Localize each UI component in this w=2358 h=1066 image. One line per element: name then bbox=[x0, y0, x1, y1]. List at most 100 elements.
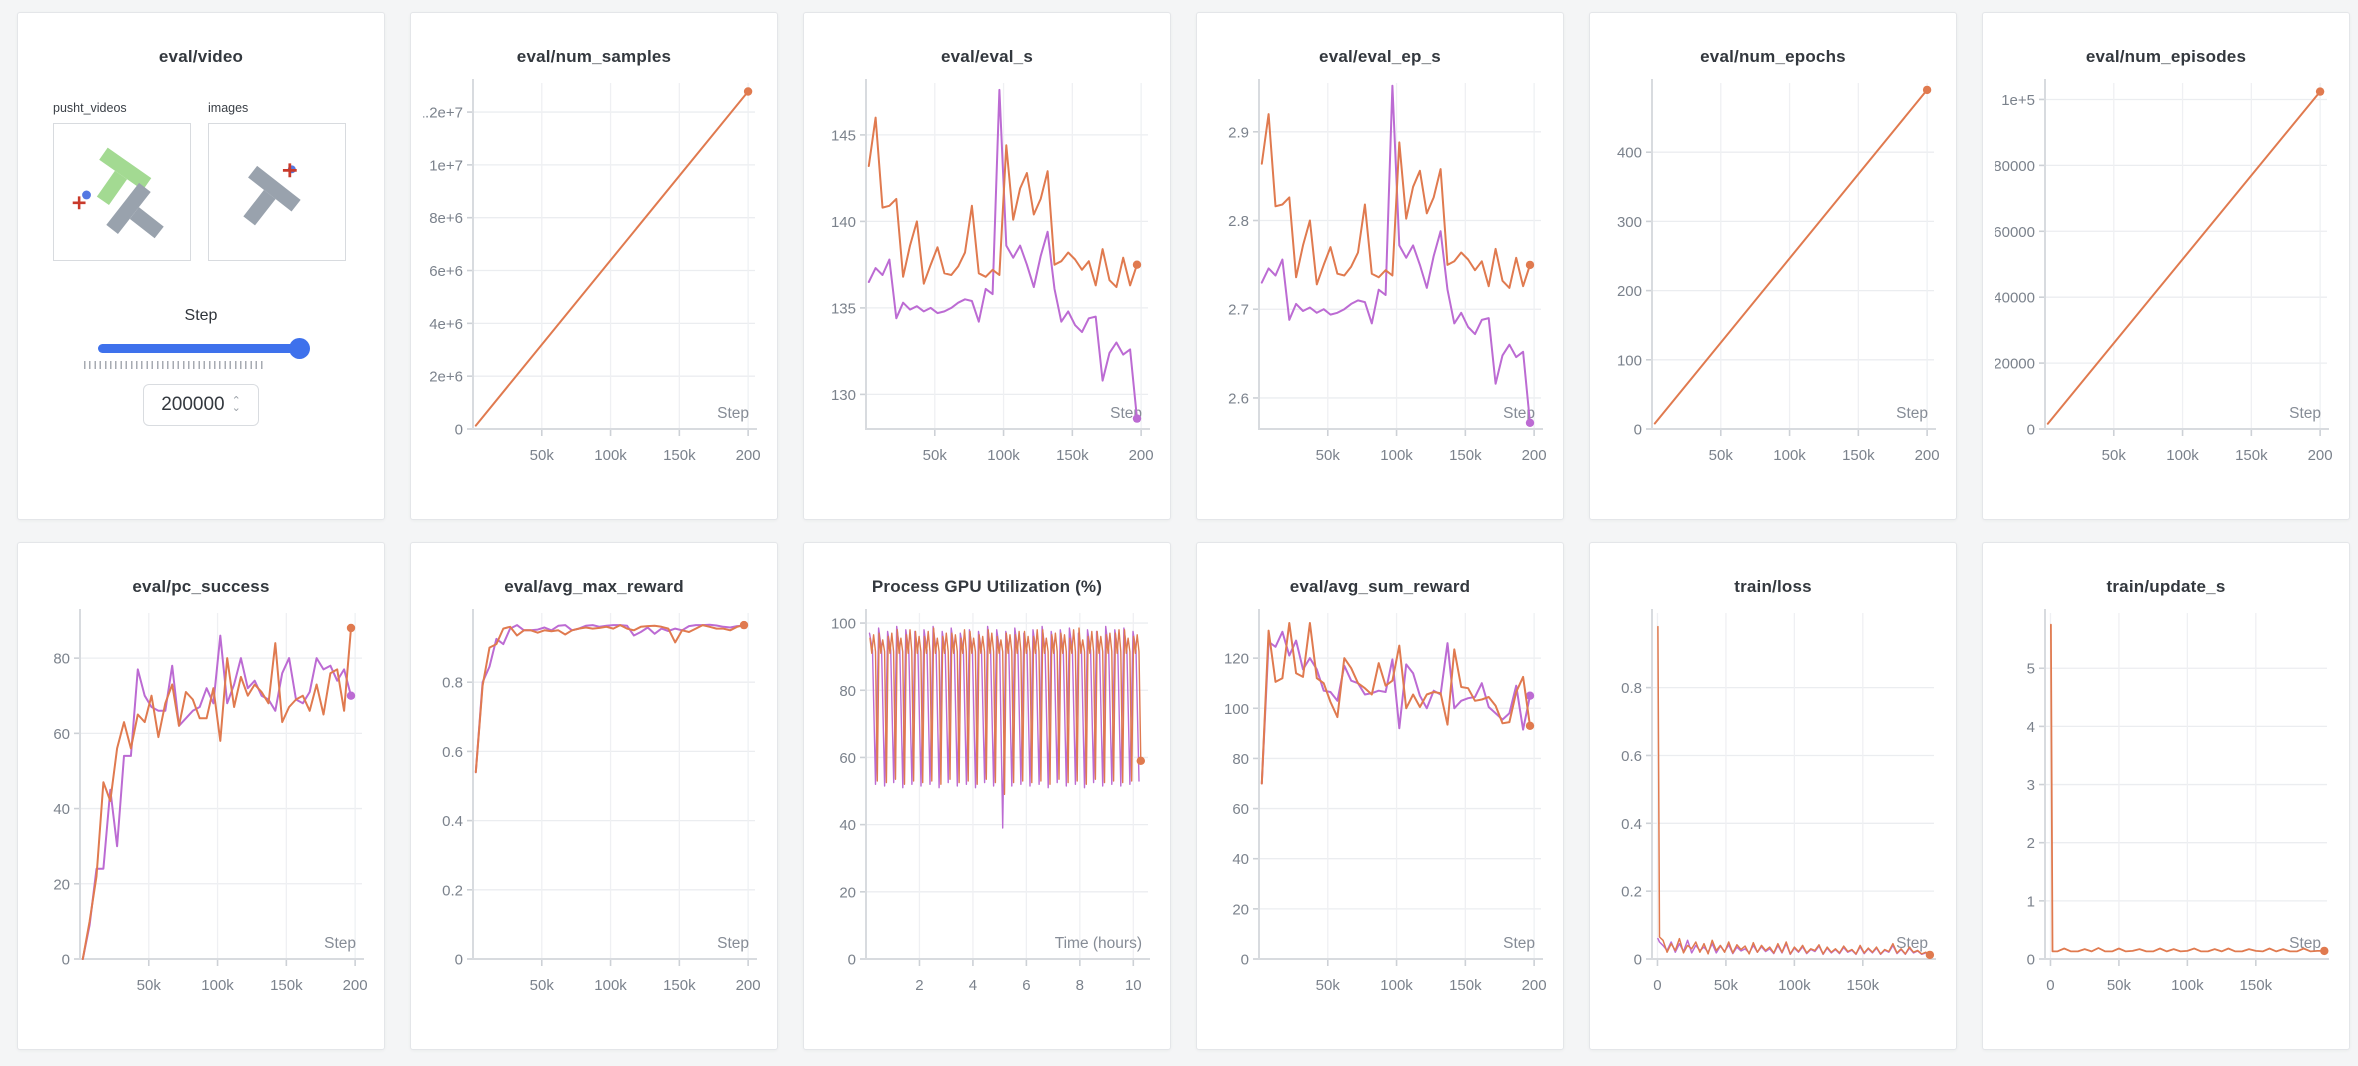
x-tick-label: 2 bbox=[915, 977, 923, 994]
x-tick-label: 100k bbox=[594, 977, 627, 994]
chart-canvas[interactable]: 0 0.2 0.4 0.6 0.8 50k 100k 150k 200 Step bbox=[423, 605, 767, 1023]
x-tick-label: 50k bbox=[1709, 447, 1734, 464]
image-thumbnail[interactable] bbox=[208, 123, 346, 261]
y-tick-label: 0 bbox=[62, 952, 70, 969]
thumb-label: images bbox=[208, 101, 249, 115]
x-axis-label: Step bbox=[1896, 935, 1928, 952]
y-tick-label: 40 bbox=[1232, 851, 1249, 868]
y-tick-label: 0 bbox=[2027, 422, 2035, 439]
panel-train-loss: train/loss 0 0.2 0.4 0.6 0.8 0 50k 100k 150k Step bbox=[1589, 542, 1957, 1050]
series-line-orange-run bbox=[1653, 88, 1929, 425]
series-line-orange-run bbox=[2046, 90, 2322, 425]
y-tick-label: 0 bbox=[2027, 952, 2035, 969]
series-line-orange-run bbox=[1260, 622, 1531, 785]
video-thumbnail[interactable] bbox=[53, 123, 191, 261]
x-tick-label: 0 bbox=[1653, 977, 1661, 994]
chart-canvas[interactable]: 0 20 40 60 80 100 2 4 6 8 10 Time (hours) bbox=[816, 605, 1160, 1023]
y-tick-label: 40000 bbox=[1995, 290, 2035, 307]
x-tick-label: 100k bbox=[2166, 447, 2199, 464]
panel-title: eval/eval_s bbox=[940, 47, 1033, 66]
y-tick-label: 80000 bbox=[1995, 158, 2035, 175]
panel-eval-num-samples: eval/num_samples 0 2e+6 4e+6 6e+6 8e+6 1e+7 1.… bbox=[410, 12, 778, 520]
step-slider[interactable] bbox=[98, 338, 310, 359]
series-line-orange-run bbox=[869, 627, 1142, 796]
chart-canvas[interactable]: 0 0.2 0.4 0.6 0.8 0 50k 100k 150k Step bbox=[1602, 605, 1946, 1023]
y-tick-label: 0.4 bbox=[442, 813, 463, 830]
y-tick-label: 120 bbox=[1224, 651, 1249, 668]
y-tick-label: 130 bbox=[831, 387, 856, 404]
x-tick-label: 50k bbox=[137, 977, 162, 994]
panel-title: eval/avg_max_reward bbox=[504, 577, 684, 596]
y-tick-label: 4 bbox=[2027, 719, 2035, 736]
chart-canvas[interactable]: 0 100 200 300 400 50k 100k 150k 200 Step bbox=[1602, 75, 1946, 493]
y-tick-label: 40 bbox=[839, 817, 856, 834]
y-tick-label: 20 bbox=[1232, 901, 1249, 918]
series-line-purple-run bbox=[1260, 84, 1531, 424]
step-value[interactable]: 200000 bbox=[161, 394, 225, 415]
series-end-dot-orange-run bbox=[346, 623, 356, 633]
agent-dot bbox=[82, 190, 91, 200]
x-tick-label: 150k bbox=[270, 977, 303, 994]
step-value-input[interactable]: 200000 ⌃ ⌄ bbox=[143, 384, 259, 426]
x-tick-label: 150k bbox=[2240, 977, 2273, 994]
slider-track[interactable] bbox=[98, 344, 304, 353]
x-axis-label: Step bbox=[2289, 405, 2321, 422]
panel-eval-num-episodes: eval/num_episodes 0 20000 40000 60000 80000 1… bbox=[1982, 12, 2350, 520]
y-tick-label: 1e+5 bbox=[2001, 92, 2035, 109]
y-tick-label: 2.8 bbox=[1228, 213, 1249, 230]
panel-title: eval/video bbox=[158, 47, 244, 66]
x-tick-label: 150k bbox=[1842, 447, 1875, 464]
panel-eval-avg-sum-reward: eval/avg_sum_reward 0 20 40 60 80 100 120 50k 10… bbox=[1196, 542, 1564, 1050]
media-thumb-images: images bbox=[208, 101, 346, 261]
chart-canvas[interactable]: 2.6 2.7 2.8 2.9 50k 100k 150k 200 Step bbox=[1209, 75, 1553, 493]
stepper-arrows[interactable]: ⌃ ⌄ bbox=[231, 395, 241, 414]
y-tick-label: 2e+6 bbox=[429, 369, 463, 386]
y-tick-label: 6e+6 bbox=[429, 263, 463, 280]
slider-handle[interactable] bbox=[289, 338, 310, 359]
panel-eval-avg-max-reward: eval/avg_max_reward 0 0.2 0.4 0.6 0.8 50k 100k… bbox=[410, 542, 778, 1050]
y-tick-label: 1 bbox=[2027, 893, 2035, 910]
x-tick-label: 100k bbox=[1773, 447, 1806, 464]
x-axis-label: Time (hours) bbox=[1055, 935, 1142, 952]
series-line-orange-run bbox=[81, 627, 352, 960]
block-t-shape bbox=[106, 182, 164, 239]
goal-t-shape bbox=[96, 147, 152, 206]
y-tick-label: 2.9 bbox=[1228, 124, 1249, 141]
chart-canvas[interactable]: 0 20 40 60 80 100 120 50k 100k 150k 200 Step bbox=[1209, 605, 1553, 1023]
x-tick-label: 50k bbox=[530, 447, 555, 464]
step-up-icon[interactable]: ⌃ bbox=[231, 395, 241, 407]
step-slider-label: Step bbox=[184, 307, 218, 324]
x-tick-label: 50k bbox=[1316, 447, 1341, 464]
y-tick-label: 0.2 bbox=[1621, 884, 1642, 901]
panel-eval-pc-success: eval/pc_success 0 20 40 60 80 50k 100k 150k 200 S… bbox=[17, 542, 385, 1050]
chart-canvas[interactable]: 0 2e+6 4e+6 6e+6 8e+6 1e+7 1.2e+7 50k 100k 150k 20… bbox=[423, 75, 767, 493]
x-axis-label: Step bbox=[1503, 935, 1535, 952]
y-tick-label: 60 bbox=[839, 750, 856, 767]
panel-title: eval/pc_success bbox=[132, 577, 270, 596]
series-end-dot-purple-run bbox=[1525, 691, 1535, 700]
y-tick-label: 60 bbox=[1232, 801, 1249, 818]
chart-canvas[interactable]: 0 1 2 3 4 5 0 50k 100k 150k Step bbox=[1995, 605, 2339, 1023]
y-tick-label: 0.2 bbox=[442, 882, 463, 899]
y-tick-label: 2.6 bbox=[1228, 390, 1249, 407]
y-tick-label: 400 bbox=[1617, 145, 1642, 162]
x-tick-label: 200 bbox=[1915, 447, 1940, 464]
x-tick-label: 200 bbox=[736, 977, 761, 994]
y-tick-label: 4e+6 bbox=[429, 316, 463, 333]
series-line-orange-run bbox=[474, 90, 750, 427]
y-tick-label: 3 bbox=[2027, 777, 2035, 794]
chart-canvas[interactable]: 0 20 40 60 80 50k 100k 150k 200 Step bbox=[30, 605, 374, 1023]
chart-canvas[interactable]: 0 20000 40000 60000 80000 1e+5 50k 100k 150k 200 S… bbox=[1995, 75, 2339, 493]
panel-eval-num-epochs: eval/num_epochs 0 100 200 300 400 50k 100k 150k… bbox=[1589, 12, 1957, 520]
y-tick-label: 20000 bbox=[1995, 356, 2035, 373]
series-end-dot-orange-run bbox=[739, 620, 749, 630]
x-tick-label: 100k bbox=[1778, 977, 1811, 994]
x-tick-label: 200 bbox=[343, 977, 368, 994]
y-tick-label: 0.8 bbox=[1621, 680, 1642, 697]
y-tick-label: 80 bbox=[839, 683, 856, 700]
step-down-icon[interactable]: ⌄ bbox=[231, 402, 241, 414]
series-end-dot-orange-run bbox=[1525, 260, 1535, 270]
y-tick-label: 80 bbox=[53, 651, 70, 668]
